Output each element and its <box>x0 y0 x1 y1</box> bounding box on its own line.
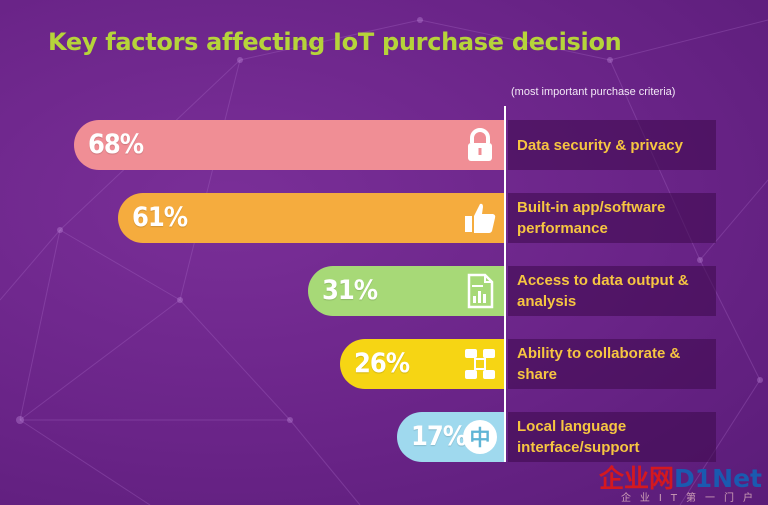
data-label-4: 26% <box>354 348 410 379</box>
watermark: 企业网D1Net 企业IT第一门户 <box>599 465 762 505</box>
category-label-text: Local language interface/support <box>517 418 640 456</box>
svg-text:中: 中 <box>470 426 491 450</box>
chinese-character-icon: 中 <box>461 418 499 456</box>
category-label-text: Ability to collaborate & share <box>517 345 681 383</box>
category-label-4: Ability to collaborate & share <box>508 339 716 389</box>
chart-title: Key factors affecting IoT purchase decis… <box>48 28 622 56</box>
watermark-part1: 企业网 <box>599 464 675 493</box>
data-label-1: 68% <box>88 129 144 160</box>
data-label-2: 61% <box>132 202 188 233</box>
bar-2 <box>118 193 505 243</box>
category-label-3: Access to data output & analysis <box>508 266 716 316</box>
axis-divider-line <box>504 106 506 462</box>
category-label-text: Access to data output & analysis <box>517 272 689 310</box>
category-label-1: Data security & privacy <box>508 120 716 170</box>
watermark-part2: D1Net <box>674 464 762 493</box>
bar-1 <box>74 120 505 170</box>
category-label-2: Built-in app/software performance <box>508 193 716 243</box>
hands-collaborate-icon <box>461 345 499 383</box>
chart-subtitle: (most important purchase criteria) <box>511 86 676 98</box>
data-label-5: 17% <box>411 421 467 452</box>
document-chart-icon <box>461 272 499 310</box>
watermark-subtitle: 企业IT第一门户 <box>620 493 762 504</box>
thumbs-up-icon <box>461 199 499 237</box>
lock-icon <box>461 126 499 164</box>
category-label-text: Data security & privacy <box>517 136 683 154</box>
category-label-5: Local language interface/support <box>508 412 716 462</box>
category-label-text: Built-in app/software performance <box>517 199 666 237</box>
data-label-3: 31% <box>322 275 378 306</box>
